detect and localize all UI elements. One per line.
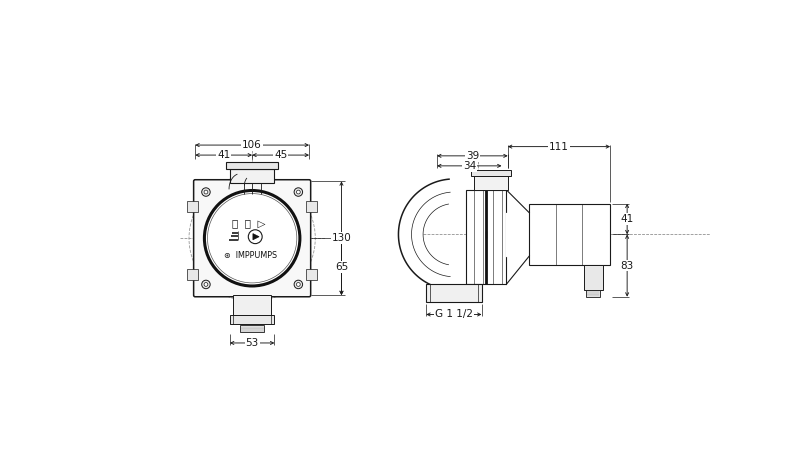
Circle shape <box>294 280 302 289</box>
Text: ヒ  ヒ  ▷: ヒ ヒ ▷ <box>232 218 266 228</box>
Circle shape <box>205 190 300 286</box>
Bar <box>474 176 508 190</box>
Circle shape <box>248 230 262 244</box>
Bar <box>306 269 317 280</box>
Text: 106: 106 <box>242 140 262 150</box>
Circle shape <box>204 283 208 286</box>
Circle shape <box>202 280 210 289</box>
Text: 65: 65 <box>335 262 348 272</box>
Text: 39: 39 <box>466 151 479 161</box>
Bar <box>586 290 600 297</box>
Bar <box>187 201 198 212</box>
Text: 45: 45 <box>274 150 287 160</box>
Polygon shape <box>506 213 530 256</box>
Bar <box>230 169 274 183</box>
Circle shape <box>297 283 300 286</box>
Bar <box>506 213 530 256</box>
Bar <box>226 162 278 169</box>
FancyBboxPatch shape <box>194 180 310 297</box>
Text: 41: 41 <box>621 214 634 224</box>
Bar <box>240 325 265 332</box>
Text: 34: 34 <box>462 161 476 171</box>
Text: 111: 111 <box>549 142 569 152</box>
Circle shape <box>189 175 315 301</box>
Text: 130: 130 <box>331 233 351 243</box>
Text: 83: 83 <box>621 260 634 270</box>
Circle shape <box>204 190 208 194</box>
Bar <box>466 190 506 284</box>
Polygon shape <box>253 234 259 240</box>
Text: G 1 1/2: G 1 1/2 <box>435 309 473 319</box>
Circle shape <box>294 188 302 196</box>
Text: 41: 41 <box>217 150 230 160</box>
Circle shape <box>297 190 300 194</box>
Bar <box>426 284 482 302</box>
Bar <box>306 201 317 212</box>
Bar <box>187 269 198 280</box>
Circle shape <box>202 188 210 196</box>
Text: 53: 53 <box>246 338 258 348</box>
Bar <box>530 203 610 265</box>
Bar <box>471 170 511 176</box>
Text: ⊛  IMPPUMPS: ⊛ IMPPUMPS <box>224 251 277 260</box>
Bar <box>584 265 602 290</box>
Bar <box>230 315 274 325</box>
Bar <box>233 295 271 315</box>
